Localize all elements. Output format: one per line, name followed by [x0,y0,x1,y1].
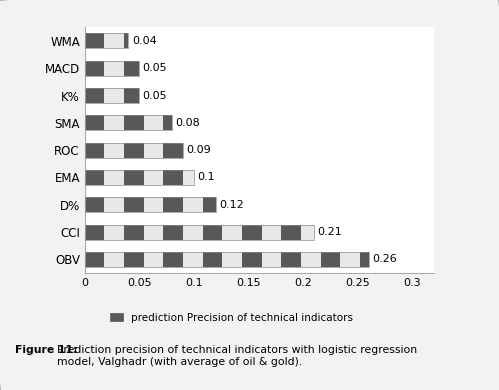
Bar [85,34,104,48]
Bar [124,197,144,212]
Bar [104,34,124,48]
Bar [203,197,216,212]
Bar [144,252,163,267]
Bar [85,252,104,267]
Bar [163,115,172,130]
Text: 0.09: 0.09 [186,145,211,155]
Text: 0.26: 0.26 [372,254,397,264]
Bar [144,170,163,185]
Bar [144,115,163,130]
Bar [223,225,242,239]
Bar [281,225,301,239]
Bar [203,252,223,267]
Bar [124,115,144,130]
Bar [85,143,104,158]
Bar [85,34,129,48]
Bar [124,143,144,158]
Text: 0.12: 0.12 [219,200,244,210]
Bar [163,252,183,267]
Bar [124,170,144,185]
Text: 0.04: 0.04 [132,36,157,46]
Bar [85,170,104,185]
Bar [85,225,314,239]
Bar [85,143,183,158]
Bar [183,170,194,185]
Bar [163,225,183,239]
Bar [104,197,124,212]
Text: 0.05: 0.05 [143,90,167,101]
Bar [203,225,223,239]
Bar [85,61,104,76]
Bar [124,252,144,267]
Bar [124,225,144,239]
Bar [104,252,124,267]
Bar [85,88,104,103]
Text: 0.1: 0.1 [197,172,215,183]
Bar [104,61,124,76]
Bar [85,197,104,212]
Bar [163,197,183,212]
Bar [301,225,314,239]
Bar [301,252,320,267]
Bar [360,252,369,267]
Bar [320,252,340,267]
Bar [104,143,124,158]
Bar [183,197,203,212]
Bar [104,88,124,103]
Bar [85,197,216,212]
Legend: prediction Precision of technical indicators: prediction Precision of technical indica… [106,308,357,327]
Bar [242,225,261,239]
Bar [340,252,360,267]
Bar [223,252,242,267]
Bar [163,143,183,158]
Bar [124,88,139,103]
Bar [85,115,104,130]
Bar [144,143,163,158]
Text: Prediction precision of technical indicators with logistic regression
model, Val: Prediction precision of technical indica… [57,345,418,367]
Bar [85,170,194,185]
Text: 0.21: 0.21 [317,227,342,237]
Bar [183,225,203,239]
Bar [261,252,281,267]
Text: Figure 11:: Figure 11: [15,345,81,355]
Text: 0.05: 0.05 [143,63,167,73]
Bar [144,197,163,212]
Bar [163,170,183,185]
Text: 0.08: 0.08 [176,118,200,128]
Bar [242,252,261,267]
Bar [183,252,203,267]
Bar [144,225,163,239]
Bar [124,61,139,76]
Bar [104,225,124,239]
Bar [85,225,104,239]
Bar [85,252,369,267]
Bar [85,115,172,130]
Bar [261,225,281,239]
Bar [104,115,124,130]
Bar [281,252,301,267]
Bar [85,88,139,103]
Bar [124,34,129,48]
Bar [104,170,124,185]
Bar [85,61,139,76]
